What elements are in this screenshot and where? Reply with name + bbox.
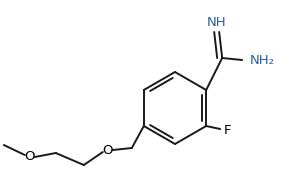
Text: O: O xyxy=(24,150,35,163)
Text: NH: NH xyxy=(206,16,226,29)
Text: NH₂: NH₂ xyxy=(250,53,275,67)
Text: O: O xyxy=(103,143,113,156)
Text: F: F xyxy=(224,123,232,136)
